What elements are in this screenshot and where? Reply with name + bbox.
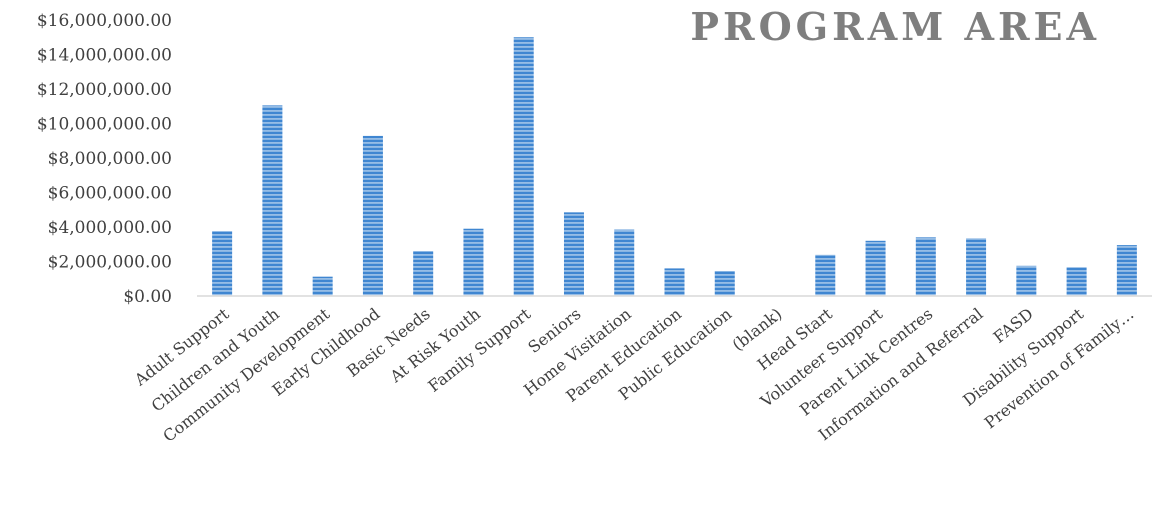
bar bbox=[1066, 267, 1087, 296]
y-tick-label: $6,000,000.00 bbox=[48, 184, 172, 204]
y-tick-label: $4,000,000.00 bbox=[48, 218, 172, 238]
y-tick-label: $8,000,000.00 bbox=[48, 149, 172, 169]
y-tick-label: $0.00 bbox=[123, 287, 172, 307]
bar bbox=[1016, 265, 1037, 296]
bars bbox=[212, 37, 1137, 296]
y-axis: $0.00 $2,000,000.00 $4,000,000.00 $6,000,00… bbox=[37, 11, 172, 307]
bar bbox=[413, 251, 434, 296]
y-tick-label: $16,000,000.00 bbox=[37, 11, 172, 31]
bar bbox=[1116, 245, 1137, 296]
bar bbox=[815, 254, 836, 296]
bar bbox=[463, 228, 484, 296]
y-tick-label: $10,000,000.00 bbox=[37, 115, 172, 135]
bar bbox=[563, 212, 584, 296]
chart-title: PROGRAM AREA bbox=[690, 4, 1100, 49]
bar bbox=[664, 268, 685, 296]
bar bbox=[312, 276, 333, 296]
bar bbox=[915, 237, 936, 296]
bar bbox=[362, 135, 383, 296]
bar bbox=[614, 229, 635, 296]
bar bbox=[966, 238, 987, 296]
bar bbox=[865, 240, 886, 296]
bar bbox=[714, 270, 735, 296]
y-tick-label: $14,000,000.00 bbox=[37, 46, 172, 66]
y-tick-label: $2,000,000.00 bbox=[48, 253, 172, 273]
bar bbox=[212, 231, 233, 296]
bar bbox=[513, 37, 534, 296]
y-tick-label: $12,000,000.00 bbox=[37, 80, 172, 100]
bar bbox=[262, 105, 283, 296]
